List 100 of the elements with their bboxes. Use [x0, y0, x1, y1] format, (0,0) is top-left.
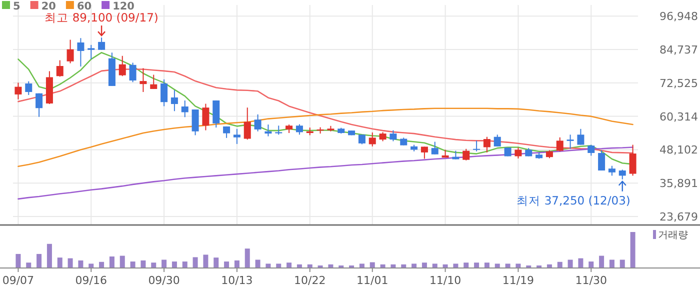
bar: [370, 262, 375, 268]
candlestick: [431, 141, 438, 155]
candlestick: [140, 68, 147, 92]
x-tick-label: 11/19: [502, 274, 534, 287]
bar: [630, 232, 636, 268]
legend-label: 60: [76, 0, 92, 12]
candlestick: [588, 144, 595, 156]
candlestick: [358, 134, 366, 145]
bar: [255, 260, 260, 268]
x-tick-label: 11/01: [356, 274, 388, 287]
candlestick: [577, 128, 584, 146]
x-tick-label: 10/13: [221, 274, 253, 287]
bar: [182, 262, 188, 268]
bar: [172, 262, 177, 268]
bar: [68, 258, 73, 268]
annotation: 최고 89,100 (09/17): [44, 10, 158, 25]
bar: [88, 264, 94, 268]
x-tick-label: 09/30: [148, 274, 180, 287]
bar: [57, 258, 62, 268]
bar: [78, 260, 84, 268]
bar: [36, 254, 42, 268]
bar: [266, 264, 271, 268]
x-tick-label: 11/10: [429, 274, 462, 287]
bar: [109, 256, 114, 268]
bar: [505, 264, 510, 268]
x-tick-label: 09/16: [75, 274, 107, 287]
candlestick: [14, 82, 22, 100]
legend-label: 120: [112, 0, 134, 12]
candlestick: [56, 60, 64, 78]
candlestick: [77, 38, 84, 68]
bar: [140, 260, 146, 268]
bar: [244, 248, 250, 268]
bar: [453, 264, 458, 268]
candlestick: [202, 103, 210, 131]
candlestick: [275, 125, 282, 136]
bar: [422, 262, 427, 268]
bar: [494, 264, 500, 268]
annotation: 최저 37,250 (12/03): [516, 193, 630, 208]
bar: [151, 262, 156, 268]
candlestick: [212, 100, 220, 128]
candlestick: [98, 37, 106, 50]
legend-label: 5: [13, 0, 20, 12]
candlestick: [566, 134, 574, 150]
x-tick-label: 09/07: [2, 274, 34, 287]
candlestick: [556, 136, 564, 152]
candlestick: [233, 128, 240, 144]
bar: [26, 262, 32, 268]
candlestick: [494, 134, 501, 147]
bar: [203, 254, 208, 268]
candlestick: [296, 124, 303, 136]
candlestick: [170, 90, 178, 112]
candlestick: [473, 140, 480, 152]
candlestick: [150, 74, 158, 90]
y-tick-label: 48,102: [660, 144, 698, 157]
candlestick: [514, 147, 522, 159]
candlestick: [25, 80, 32, 96]
bar: [620, 260, 625, 268]
candlestick: [118, 55, 126, 77]
x-tick-label: 11/30: [575, 274, 607, 287]
bar: [359, 264, 364, 268]
bar: [599, 256, 604, 268]
legend-label: 20: [41, 0, 56, 12]
bar: [214, 258, 219, 268]
bar: [16, 254, 21, 268]
bar: [464, 262, 469, 268]
bar: [412, 264, 417, 268]
bar: [578, 258, 584, 268]
bar: [609, 260, 614, 268]
candlestick: [129, 62, 136, 83]
bar: [432, 264, 438, 268]
candlestick: [66, 39, 74, 64]
candlestick: [379, 132, 386, 142]
y-tick-label: 84,737: [660, 43, 698, 56]
candlestick: [608, 165, 616, 176]
candlestick: [254, 114, 262, 132]
bar: [474, 262, 480, 268]
candlestick: [618, 169, 626, 180]
y-tick-label: 60,314: [660, 110, 698, 124]
bar: [162, 260, 167, 268]
candlestick: [483, 136, 490, 153]
bar: [516, 264, 521, 268]
candlestick: [368, 132, 376, 147]
candlestick: [160, 78, 168, 107]
bar: [46, 244, 52, 268]
y-tick-label: 35,891: [660, 177, 698, 190]
bar: [234, 260, 240, 268]
candlestick: [629, 144, 636, 176]
bar: [99, 262, 104, 268]
candlestick: [88, 44, 95, 60]
candlestick: [181, 100, 188, 118]
bar: [557, 262, 562, 268]
candlestick: [598, 150, 606, 171]
bar: [276, 264, 282, 268]
bar: [588, 262, 594, 268]
bar: [224, 262, 230, 268]
y-tick-label: 23,679: [660, 210, 698, 224]
candlestick: [390, 130, 397, 142]
candlestick: [244, 107, 251, 140]
candlestick: [264, 124, 272, 137]
bar: [130, 262, 136, 268]
